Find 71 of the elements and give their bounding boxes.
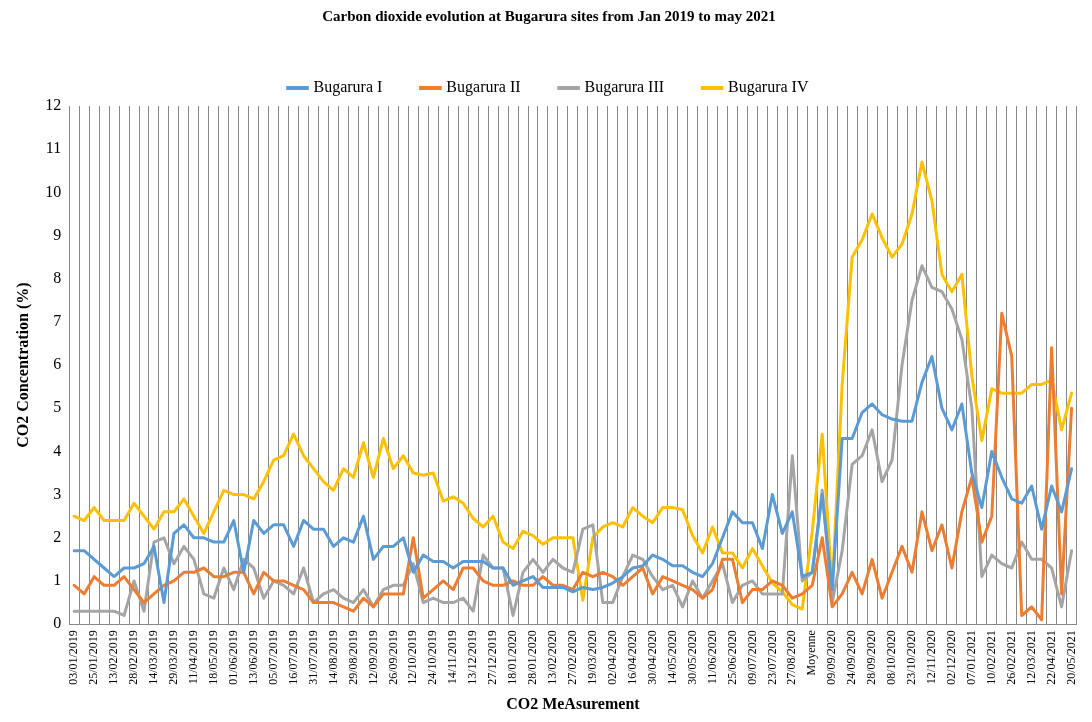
x-tick-label: 13/06/2019 <box>245 630 260 685</box>
x-tick-label: 14/08/2019 <box>325 630 340 685</box>
y-tick-label: 8 <box>53 268 62 286</box>
y-tick-label: 5 <box>53 398 62 416</box>
y-tick-label: 0 <box>53 614 62 632</box>
x-tick-label: 02/12/2020 <box>944 630 959 685</box>
y-tick-label: 1 <box>53 571 62 589</box>
x-tick-label: 12/11/2020 <box>924 630 939 685</box>
x-tick-label: 23/07/2020 <box>764 630 779 685</box>
legend-label: Bugarura IV <box>728 78 809 97</box>
x-tick-label: 27/12/2019 <box>485 630 500 685</box>
x-tick-label: 14/03/2019 <box>146 630 161 685</box>
y-tick-label: 3 <box>53 484 62 502</box>
x-tick-label: 18/01/2020 <box>505 630 520 685</box>
x-tick-label: 16/07/2019 <box>285 630 300 685</box>
x-tick-label: 13/02/2019 <box>106 630 121 685</box>
x-tick-label: 19/03/2020 <box>584 630 599 685</box>
x-tick-label: 22/04/2021 <box>1043 630 1058 685</box>
x-tick-label: 02/04/2020 <box>604 630 619 685</box>
x-tick-label: 13/02/2020 <box>545 630 560 685</box>
x-tick-label: 27/02/2020 <box>565 630 580 685</box>
x-tick-label: 03/01/2019 <box>66 630 81 685</box>
x-tick-label: 11/06/2020 <box>704 630 719 685</box>
x-tick-label: 25/01/2019 <box>86 630 101 685</box>
y-tick-label: 6 <box>53 355 62 373</box>
x-tick-label: 14/11/2019 <box>445 630 460 685</box>
legend-label: Bugarura I <box>313 78 383 97</box>
x-tick-label: 23/10/2020 <box>904 630 919 685</box>
x-tick-label: Moyenne <box>804 630 819 676</box>
y-tick-label: 4 <box>53 441 62 459</box>
x-tick-label: 30/04/2020 <box>644 630 659 685</box>
y-tick-label: 12 <box>45 96 62 114</box>
chart-title: Carbon dioxide evolution at Bugarura sites from Jan 2019 to may 2021 <box>322 7 776 24</box>
x-tick-label: 31/07/2019 <box>305 630 320 685</box>
y-tick-label: 10 <box>45 182 62 200</box>
y-tick-label: 9 <box>53 225 62 243</box>
x-tick-label: 26/09/2019 <box>385 630 400 685</box>
x-tick-label: 12/09/2019 <box>365 630 380 685</box>
x-tick-label: 01/06/2019 <box>225 630 240 685</box>
x-tick-label: 27/08/2020 <box>784 630 799 685</box>
x-tick-label: 09/07/2020 <box>744 630 759 685</box>
x-tick-label: 16/04/2020 <box>624 630 639 685</box>
x-tick-label: 09/09/2020 <box>824 630 839 685</box>
y-tick-label: 2 <box>53 527 62 545</box>
x-tick-label: 05/07/2019 <box>265 630 280 685</box>
x-tick-label: 11/04/2019 <box>186 630 201 685</box>
x-tick-label: 08/10/2020 <box>884 630 899 685</box>
x-tick-label: 18/05/2019 <box>205 630 220 685</box>
x-tick-label: 24/10/2019 <box>425 630 440 685</box>
x-tick-label: 12/03/2021 <box>1023 630 1038 685</box>
x-tick-label: 29/08/2019 <box>345 630 360 685</box>
x-tick-label: 12/10/2019 <box>405 630 420 685</box>
x-tick-label: 28/02/2019 <box>126 630 141 685</box>
x-tick-label: 20/05/2021 <box>1063 630 1078 685</box>
x-axis-title: CO2 MeAsurement <box>506 694 641 712</box>
x-tick-label: 13/12/2019 <box>465 630 480 685</box>
y-tick-label: 7 <box>53 312 62 330</box>
x-tick-label: 24/09/2020 <box>844 630 859 685</box>
x-tick-label: 26/02/2021 <box>1003 630 1018 685</box>
y-axis-title: CO2 Concentration (%) <box>13 282 32 448</box>
x-tick-label: 25/06/2020 <box>724 630 739 685</box>
x-tick-label: 29/03/2019 <box>166 630 181 685</box>
x-tick-label: 10/02/2021 <box>983 630 998 685</box>
legend-label: Bugarura II <box>446 78 521 97</box>
x-tick-label: 28/09/2020 <box>864 630 879 685</box>
x-tick-label: 30/05/2020 <box>684 630 699 685</box>
x-tick-label: 28/01/2020 <box>525 630 540 685</box>
legend-label: Bugarura III <box>584 78 665 97</box>
y-tick-label: 11 <box>45 139 62 157</box>
x-tick-label: 14/05/2020 <box>664 630 679 685</box>
x-tick-label: 07/01/2021 <box>964 630 978 685</box>
